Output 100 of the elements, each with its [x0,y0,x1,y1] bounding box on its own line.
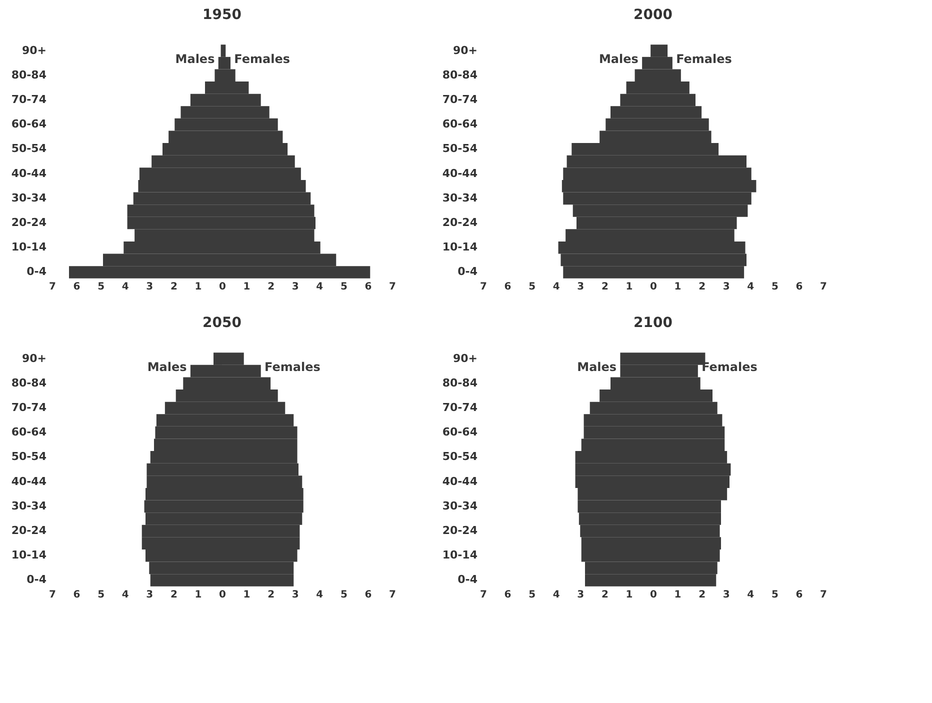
x-tick-label: 0 [650,282,658,292]
x-tick-label: 5 [528,282,536,292]
x-tick-label: 2 [170,282,178,292]
y-tick-label: 60-64 [11,118,47,131]
y-tick-label: 0-4 [26,265,47,278]
x-tick-label: 5 [340,590,348,600]
y-tick-label: 50-54 [11,450,47,464]
series-label: Females [264,360,320,374]
x-tick-label: 4 [552,590,560,600]
x-tick-label: 0 [219,590,226,600]
y-tick-label: 50-54 [442,142,478,156]
y-tick-label: 30-34 [442,191,478,204]
x-tick-label: 2 [268,590,275,600]
y-tick-label: 20-24 [11,216,47,230]
y-tick-label: 60-64 [11,426,47,439]
x-tick-label: 7 [389,282,396,292]
x-tick-label: 4 [747,282,754,292]
y-tick-label: 30-34 [11,191,47,204]
x-tick-label: 2 [698,282,706,292]
y-tick-label: 10-14 [11,240,47,254]
x-tick-label: 3 [292,590,299,600]
x-tick-label: 1 [626,590,633,600]
x-tick-label: 7 [480,282,488,292]
series-label: Males [147,360,187,374]
chart-title: 2000 [634,7,673,23]
y-tick-label: 80-84 [442,376,478,390]
x-tick-label: 1 [194,590,202,600]
x-tick-label: 2 [601,282,608,292]
y-tick-label: 80-84 [11,376,47,390]
y-tick-label: 30-34 [11,499,47,512]
x-tick-label: 1 [194,282,202,292]
x-tick-label: 4 [552,282,560,292]
x-tick-label: 5 [771,590,778,600]
y-tick-label: 90+ [22,352,46,365]
x-tick-label: 3 [146,282,154,292]
y-tick-label: 30-34 [442,499,478,512]
y-tick-label: 60-64 [442,118,478,131]
y-tick-label: 10-14 [11,548,47,562]
y-tick-label: 80-84 [442,68,478,82]
x-tick-label: 1 [626,282,633,292]
series-label: Females [234,52,290,66]
y-tick-label: 0-4 [26,573,47,586]
x-tick-label: 5 [340,282,348,292]
y-tick-label: 70-74 [11,400,47,414]
x-tick-label: 6 [796,282,803,292]
x-tick-label: 7 [49,282,56,292]
x-tick-label: 6 [796,590,803,600]
x-tick-label: 2 [170,590,178,600]
x-tick-label: 6 [504,590,512,600]
x-tick-label: 4 [316,282,324,292]
x-tick-label: 7 [49,590,56,600]
y-tick-label: 20-24 [442,216,478,230]
series-label: Males [598,52,638,66]
y-tick-label: 10-14 [442,240,478,254]
x-tick-label: 4 [122,282,129,292]
x-tick-label: 4 [747,590,754,600]
x-tick-label: 3 [146,590,154,600]
x-tick-label: 6 [364,282,372,292]
y-tick-label: 50-54 [442,450,478,464]
y-tick-label: 70-74 [11,92,47,106]
x-tick-label: 4 [316,590,324,600]
series-label: Females [676,52,732,66]
y-tick-label: 10-14 [442,548,478,562]
x-tick-label: 5 [98,282,105,292]
series-label: Females [702,360,758,374]
y-tick-label: 90+ [452,44,478,57]
y-tick-label: 70-74 [442,92,478,106]
x-tick-label: 3 [577,590,584,600]
x-tick-label: 6 [504,282,512,292]
y-tick-label: 90+ [22,44,46,57]
x-tick-label: 0 [650,590,658,600]
y-tick-label: 40-44 [11,166,47,180]
x-tick-label: 7 [820,282,828,292]
x-tick-label: 1 [674,590,682,600]
x-tick-label: 2 [268,282,275,292]
x-tick-label: 5 [771,282,778,292]
y-tick-label: 60-64 [442,426,478,439]
y-tick-label: 80-84 [11,68,47,82]
x-tick-label: 4 [122,590,129,600]
chart-title: 2100 [634,315,673,331]
x-tick-label: 3 [292,282,299,292]
x-tick-label: 1 [674,282,682,292]
x-tick-label: 6 [73,590,80,600]
x-tick-label: 3 [577,282,584,292]
y-tick-label: 0-4 [458,573,478,586]
x-tick-label: 5 [528,590,536,600]
x-tick-label: 1 [243,590,250,600]
y-tick-label: 50-54 [11,142,47,156]
x-tick-label: 1 [243,282,250,292]
y-tick-label: 40-44 [442,166,478,180]
x-tick-label: 6 [364,590,372,600]
x-tick-label: 2 [698,590,706,600]
y-tick-label: 90+ [452,352,478,365]
series-label: Males [577,360,617,374]
y-tick-label: 0-4 [458,265,478,278]
y-tick-label: 70-74 [442,400,478,414]
y-tick-label: 20-24 [11,524,47,538]
y-tick-label: 40-44 [11,474,47,488]
series-label: Males [175,52,215,66]
x-tick-label: 5 [98,590,105,600]
